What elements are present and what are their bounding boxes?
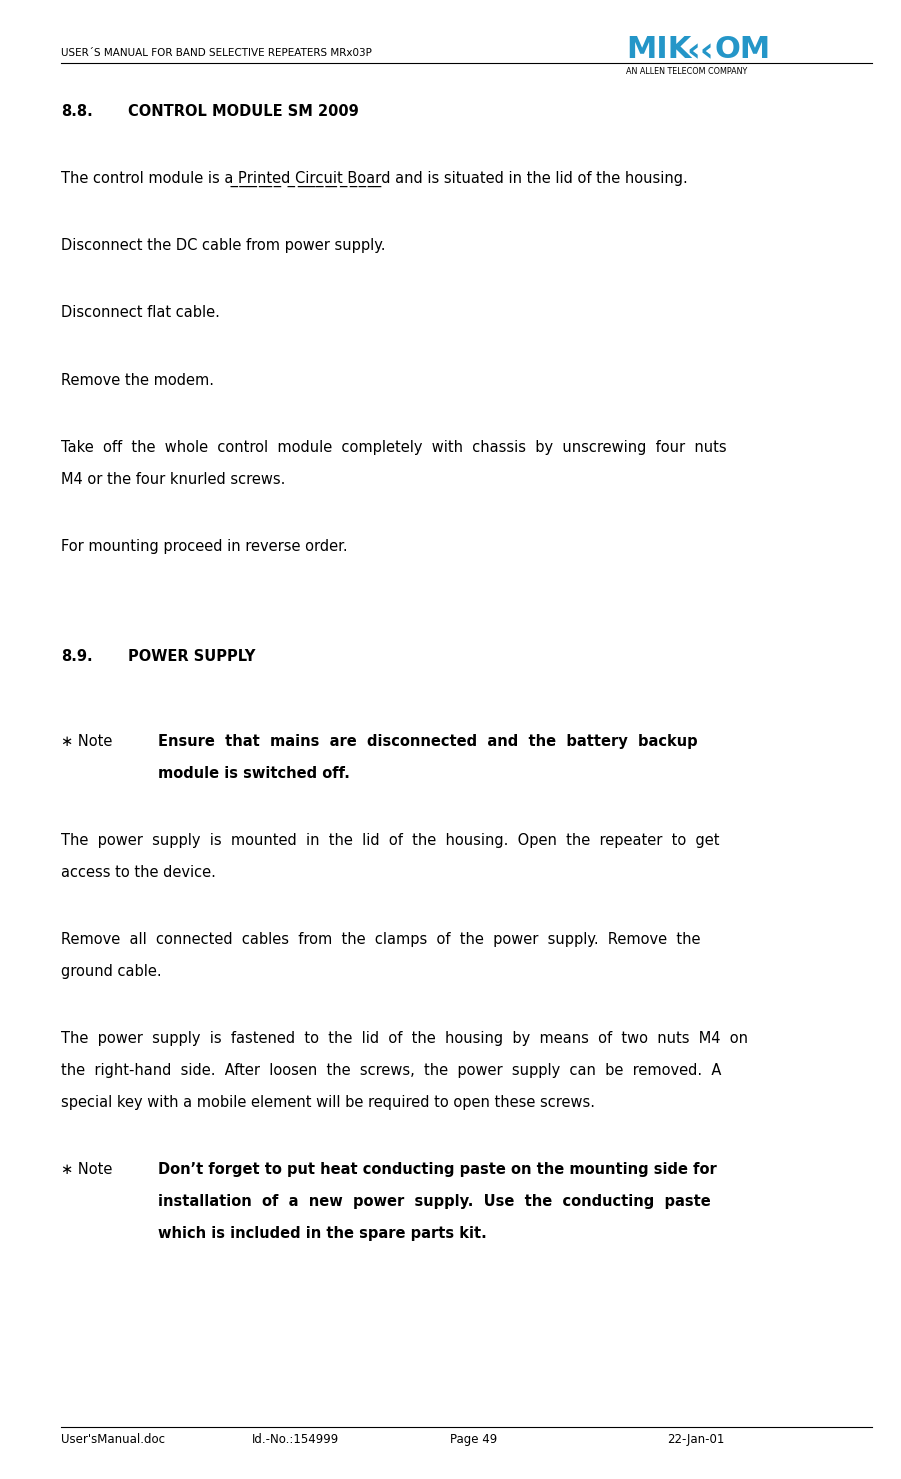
Text: special key with a mobile element will be required to open these screws.: special key with a mobile element will b… [61, 1094, 596, 1109]
Text: The  power  supply  is  mounted  in  the  lid  of  the  housing.  Open  the  rep: The power supply is mounted in the lid o… [61, 833, 720, 847]
Text: which is included in the spare parts kit.: which is included in the spare parts kit… [158, 1226, 487, 1241]
Text: installation  of  a  new  power  supply.  Use  the  conducting  paste: installation of a new power supply. Use … [158, 1194, 710, 1208]
Text: MIK: MIK [626, 35, 692, 65]
Text: User'sManual.doc: User'sManual.doc [61, 1433, 165, 1446]
Text: 8.9.: 8.9. [61, 649, 93, 664]
Text: ground cable.: ground cable. [61, 964, 162, 979]
Text: the  right-hand  side.  After  loosen  the  screws,  the  power  supply  can  be: the right-hand side. After loosen the sc… [61, 1063, 722, 1078]
Text: 22-Jan-01: 22-Jan-01 [667, 1433, 724, 1446]
Text: The  power  supply  is  fastened  to  the  lid  of  the  housing  by  means  of : The power supply is fastened to the lid … [61, 1031, 748, 1046]
Text: AN ALLEN TELECOM COMPANY: AN ALLEN TELECOM COMPANY [626, 67, 748, 75]
Text: ∗ Note: ∗ Note [61, 1162, 113, 1177]
Text: Ensure  that  mains  are  disconnected  and  the  battery  backup: Ensure that mains are disconnected and t… [158, 734, 697, 748]
Text: CONTROL MODULE SM 2009: CONTROL MODULE SM 2009 [128, 104, 359, 118]
Text: Disconnect flat cable.: Disconnect flat cable. [61, 305, 220, 321]
Text: M4 or the four knurled screws.: M4 or the four knurled screws. [61, 472, 286, 487]
Text: POWER SUPPLY: POWER SUPPLY [128, 649, 255, 664]
Text: access to the device.: access to the device. [61, 865, 216, 880]
Text: module is switched off.: module is switched off. [158, 766, 350, 781]
Text: Id.-No.:154999: Id.-No.:154999 [252, 1433, 340, 1446]
Text: Take  off  the  whole  control  module  completely  with  chassis  by  unscrewin: Take off the whole control module comple… [61, 439, 727, 456]
Text: USER´S MANUAL FOR BAND SELECTIVE REPEATERS MRx03P: USER´S MANUAL FOR BAND SELECTIVE REPEATE… [61, 47, 372, 58]
Text: 8.8.: 8.8. [61, 104, 93, 118]
Text: For mounting proceed in reverse order.: For mounting proceed in reverse order. [61, 538, 348, 555]
Text: Don’t forget to put heat conducting paste on the mounting side for: Don’t forget to put heat conducting past… [158, 1162, 716, 1177]
Text: ‹‹: ‹‹ [687, 35, 714, 68]
Text: OM: OM [714, 35, 770, 65]
Text: Page 49: Page 49 [450, 1433, 497, 1446]
Text: The control module is a ̲P̲r̲i̲n̲t̲e̲d ̲C̲i̲r̲c̲u̲i̲t ̲B̲o̲a̲r̲d and is situated: The control module is a ̲P̲r̲i̲n̲t̲e̲d ̲… [61, 170, 688, 186]
Text: Remove the modem.: Remove the modem. [61, 373, 214, 387]
Text: ∗ Note: ∗ Note [61, 734, 113, 748]
Text: Remove  all  connected  cables  from  the  clamps  of  the  power  supply.  Remo: Remove all connected cables from the cla… [61, 932, 701, 947]
Text: Disconnect the DC cable from power supply.: Disconnect the DC cable from power suppl… [61, 238, 386, 253]
